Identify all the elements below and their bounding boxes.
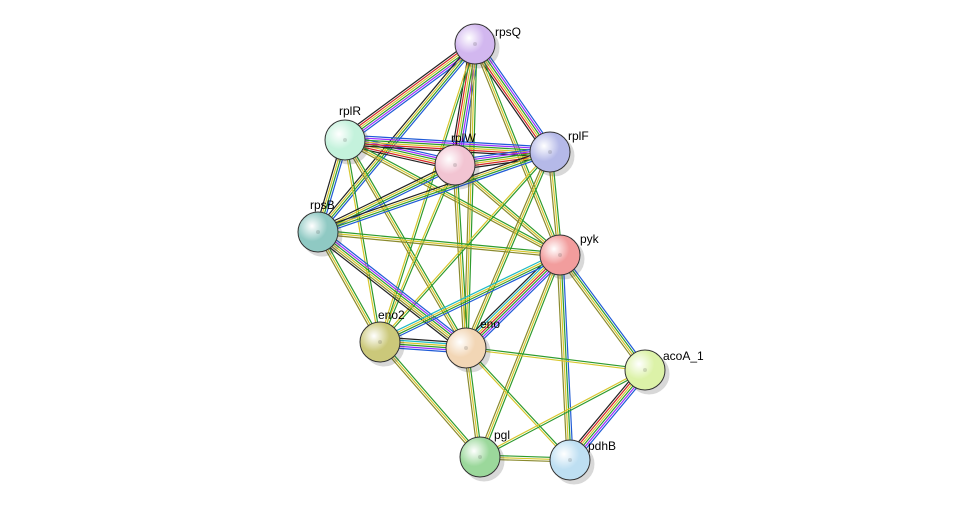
node-center-dot xyxy=(316,230,320,234)
network-graph: rpsQ rplR rplW rplF rpsB pyk eno2 eno acoA_1pgl p… xyxy=(0,0,975,508)
edge xyxy=(562,275,570,440)
edge xyxy=(486,351,625,368)
node-label-rplW: rplW xyxy=(451,131,476,145)
node-center-dot xyxy=(548,150,552,154)
node-center-dot xyxy=(464,346,468,350)
node-label-eno2: eno2 xyxy=(378,308,405,322)
node-center-dot xyxy=(378,340,382,344)
edge xyxy=(486,349,625,366)
node-rpsB[interactable] xyxy=(298,212,338,252)
node-rplW[interactable] xyxy=(435,145,475,185)
edge xyxy=(393,357,467,442)
node-label-eno: eno xyxy=(480,317,500,331)
node-center-dot xyxy=(643,368,647,372)
edge xyxy=(479,363,556,446)
node-pdhB[interactable] xyxy=(550,440,590,480)
node-pgl[interactable] xyxy=(460,437,500,477)
edge xyxy=(573,270,634,353)
node-eno[interactable] xyxy=(446,328,486,368)
edge xyxy=(362,57,460,129)
node-label-pyk: pyk xyxy=(580,232,600,246)
edge xyxy=(469,368,478,437)
node-eno2[interactable] xyxy=(360,322,400,362)
node-pyk[interactable] xyxy=(540,235,580,275)
edge xyxy=(392,358,466,443)
edge xyxy=(584,386,633,445)
node-center-dot xyxy=(478,455,482,459)
edge xyxy=(486,61,538,136)
edge xyxy=(571,272,632,355)
edge xyxy=(364,60,462,132)
node-center-dot xyxy=(558,253,562,257)
node-label-rplF: rplF xyxy=(568,129,589,143)
node-rplR[interactable] xyxy=(325,120,365,160)
edge xyxy=(467,368,476,437)
edge xyxy=(363,58,461,130)
edge xyxy=(338,234,540,253)
node-label-acoA_1: acoA_1 xyxy=(663,349,704,363)
node-label-pgl: pgl xyxy=(494,428,510,442)
edge xyxy=(337,158,531,225)
edge xyxy=(358,52,456,124)
edge xyxy=(360,55,458,127)
node-rpsQ[interactable] xyxy=(455,24,495,64)
node-rplF[interactable] xyxy=(530,132,570,172)
node-center-dot xyxy=(453,163,457,167)
edge xyxy=(487,60,539,135)
node-center-dot xyxy=(473,42,477,46)
node-label-rpsQ: rpsQ xyxy=(495,25,521,39)
edge xyxy=(500,458,550,460)
node-label-rpsB: rpsB xyxy=(310,198,335,212)
edge xyxy=(574,269,635,352)
edge xyxy=(395,356,469,441)
edges-layer xyxy=(321,52,636,461)
node-label-pdhB: pdhB xyxy=(588,439,616,453)
node-acoA_1[interactable] xyxy=(625,350,665,390)
edge xyxy=(497,378,627,446)
edge xyxy=(569,273,630,356)
edge xyxy=(500,460,550,462)
edge xyxy=(359,53,457,125)
node-center-dot xyxy=(343,138,347,142)
nodes-layer xyxy=(298,24,665,480)
node-center-dot xyxy=(568,458,572,462)
edge xyxy=(500,456,550,458)
edge xyxy=(330,248,372,323)
edge xyxy=(582,385,631,444)
node-label-rplR: rplR xyxy=(339,104,361,118)
edge xyxy=(471,368,480,437)
